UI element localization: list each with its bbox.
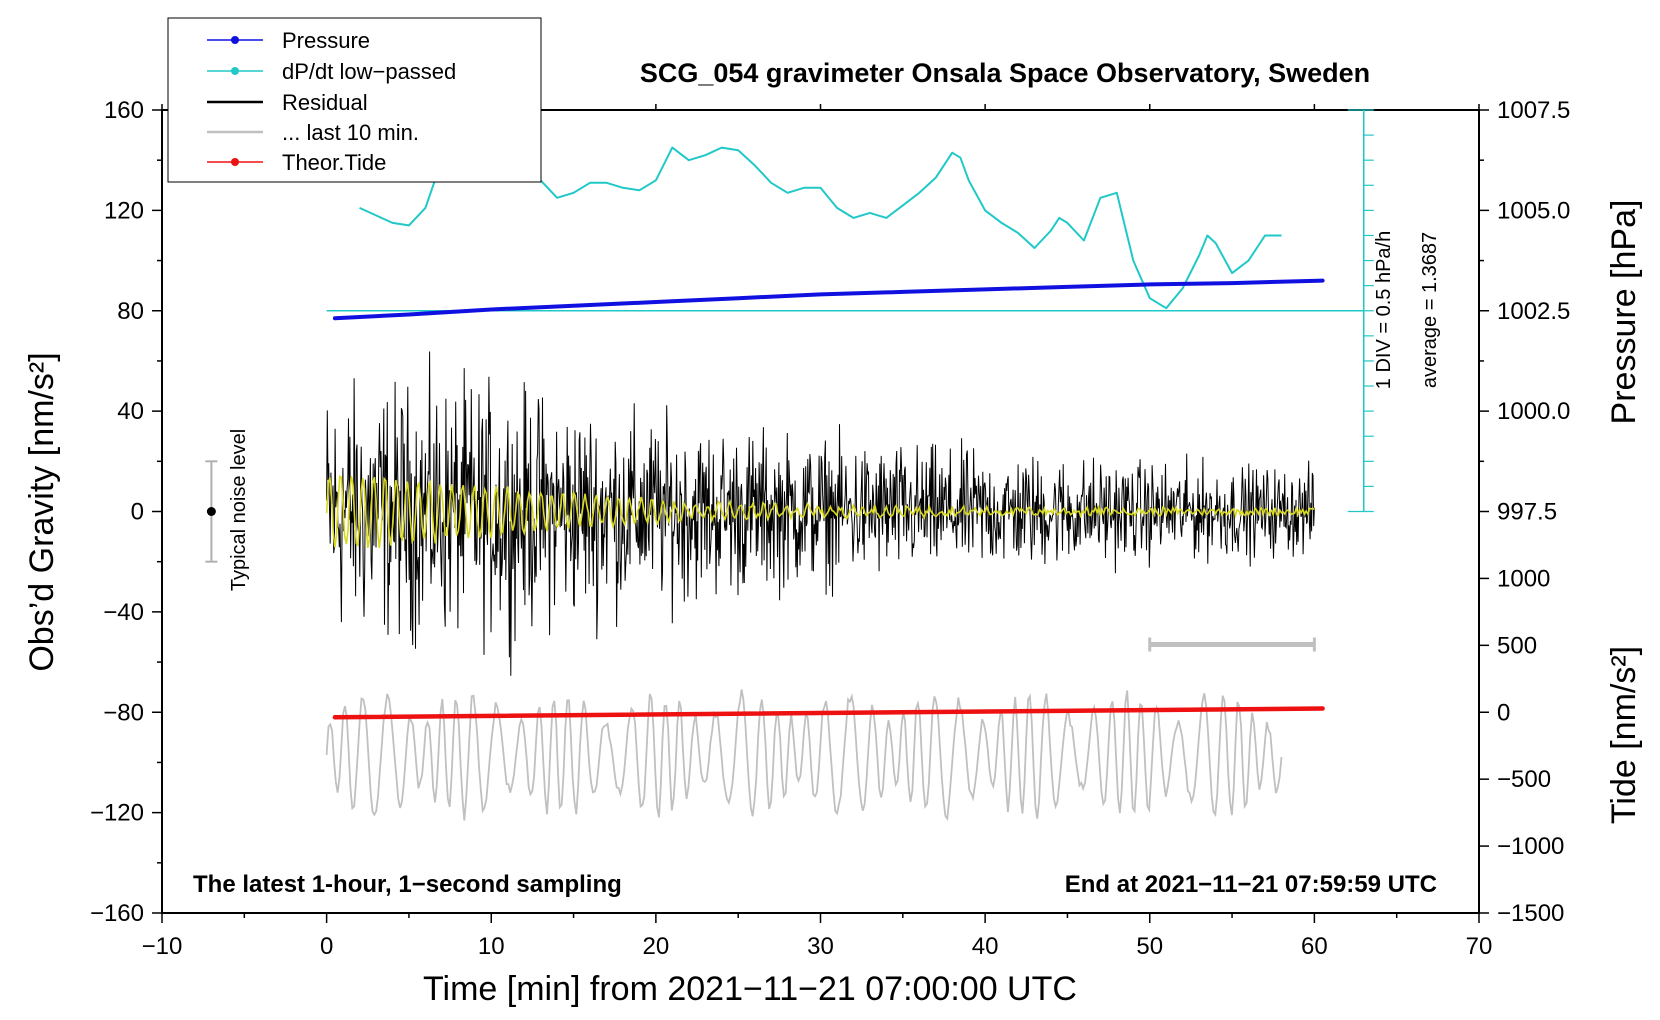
legend-label-dpdt: dP/dt low−passed bbox=[282, 59, 456, 84]
noise-label: Typical noise level bbox=[228, 429, 250, 591]
average-label: average = 1.3687 bbox=[1419, 232, 1441, 388]
legend-marker-pressure bbox=[231, 36, 239, 44]
footer-right-note: End at 2021−11−21 07:59:59 UTC bbox=[1065, 871, 1437, 898]
x-tick-label: 30 bbox=[807, 933, 834, 960]
x-axis-label: Time [min] from 2021−11−21 07:00:00 UTC bbox=[423, 970, 1077, 1008]
legend-label-residual: Residual bbox=[282, 90, 368, 115]
y-tick-label: −40 bbox=[103, 599, 144, 626]
legend-entry-pressure: Pressure bbox=[207, 28, 370, 53]
tide-tick-label: −1000 bbox=[1497, 833, 1564, 860]
y-tick-label: 40 bbox=[117, 398, 144, 425]
x-tick-label: 0 bbox=[320, 933, 333, 960]
y-tick-label: −80 bbox=[103, 699, 144, 726]
residual-series bbox=[325, 351, 1315, 676]
legend-entry-dpdt: dP/dt low−passed bbox=[207, 59, 456, 84]
legend-entry-last10: ... last 10 min. bbox=[207, 120, 419, 145]
y-tick-label: 120 bbox=[104, 197, 144, 224]
data-series bbox=[205, 109, 1374, 822]
legend-label-last10: ... last 10 min. bbox=[282, 120, 419, 145]
pressure-tick-label: 1002.5 bbox=[1497, 298, 1570, 325]
y-axis-label-pressure: Pressure [hPa] bbox=[1605, 200, 1643, 425]
pressure-tick-label: 1005.0 bbox=[1497, 197, 1570, 224]
legend-marker-tide bbox=[231, 158, 239, 166]
tide-tick-label: −1500 bbox=[1497, 900, 1564, 927]
footer-left-note: The latest 1-hour, 1−second sampling bbox=[193, 871, 622, 898]
tide-tick-label: 1000 bbox=[1497, 565, 1550, 592]
tide-tick-label: 0 bbox=[1497, 699, 1510, 726]
tide-tick-label: 500 bbox=[1497, 632, 1537, 659]
y-tick-label: 160 bbox=[104, 97, 144, 124]
pressure-tick-label: 1000.0 bbox=[1497, 398, 1570, 425]
y-tick-label: 80 bbox=[117, 298, 144, 325]
chart-title: SCG_054 gravimeter Onsala Space Observat… bbox=[640, 58, 1370, 88]
y-tick-label: −160 bbox=[90, 900, 144, 927]
pressure-tick-label: 997.5 bbox=[1497, 499, 1557, 526]
y-tick-label: −120 bbox=[90, 800, 144, 827]
axis-ticks: −10 0 10 20 30 40 50 60 70 160 120 80 40 0 −40 −80 −120 −… bbox=[90, 97, 1570, 960]
last10-line bbox=[325, 689, 1283, 822]
x-tick-label: 70 bbox=[1466, 933, 1493, 960]
legend-label-tide: Theor.Tide bbox=[282, 150, 386, 175]
legend-label-pressure: Pressure bbox=[282, 28, 370, 53]
y-tick-label: 0 bbox=[131, 499, 144, 526]
x-tick-label: 10 bbox=[478, 933, 505, 960]
pressure-line bbox=[332, 278, 1325, 321]
y-axis-label-tide: Tide [nm/s²] bbox=[1605, 646, 1643, 824]
y-axis-label-left: Obs’d Gravity [nm/s²] bbox=[23, 352, 61, 671]
x-tick-label: 50 bbox=[1136, 933, 1163, 960]
x-tick-label: 60 bbox=[1301, 933, 1328, 960]
legend-entry-tide: Theor.Tide bbox=[207, 150, 386, 175]
tide-line bbox=[332, 706, 1325, 720]
legend: Pressure dP/dt low−passed Residual ... l… bbox=[167, 17, 542, 183]
legend-box bbox=[167, 17, 542, 183]
legend-marker-dpdt bbox=[231, 67, 239, 75]
noise-point bbox=[206, 507, 216, 516]
x-tick-label: 20 bbox=[643, 933, 670, 960]
x-tick-label: 40 bbox=[972, 933, 999, 960]
pressure-tick-label: 1007.5 bbox=[1497, 97, 1570, 124]
tide-tick-label: −500 bbox=[1497, 766, 1551, 793]
div-label: 1 DIV = 0.5 hPa/h bbox=[1373, 231, 1395, 389]
legend-entry-residual: Residual bbox=[207, 90, 368, 115]
residual-smoothed-line bbox=[325, 475, 1315, 549]
residual-line bbox=[326, 351, 1315, 676]
x-tick-label: −10 bbox=[142, 933, 183, 960]
